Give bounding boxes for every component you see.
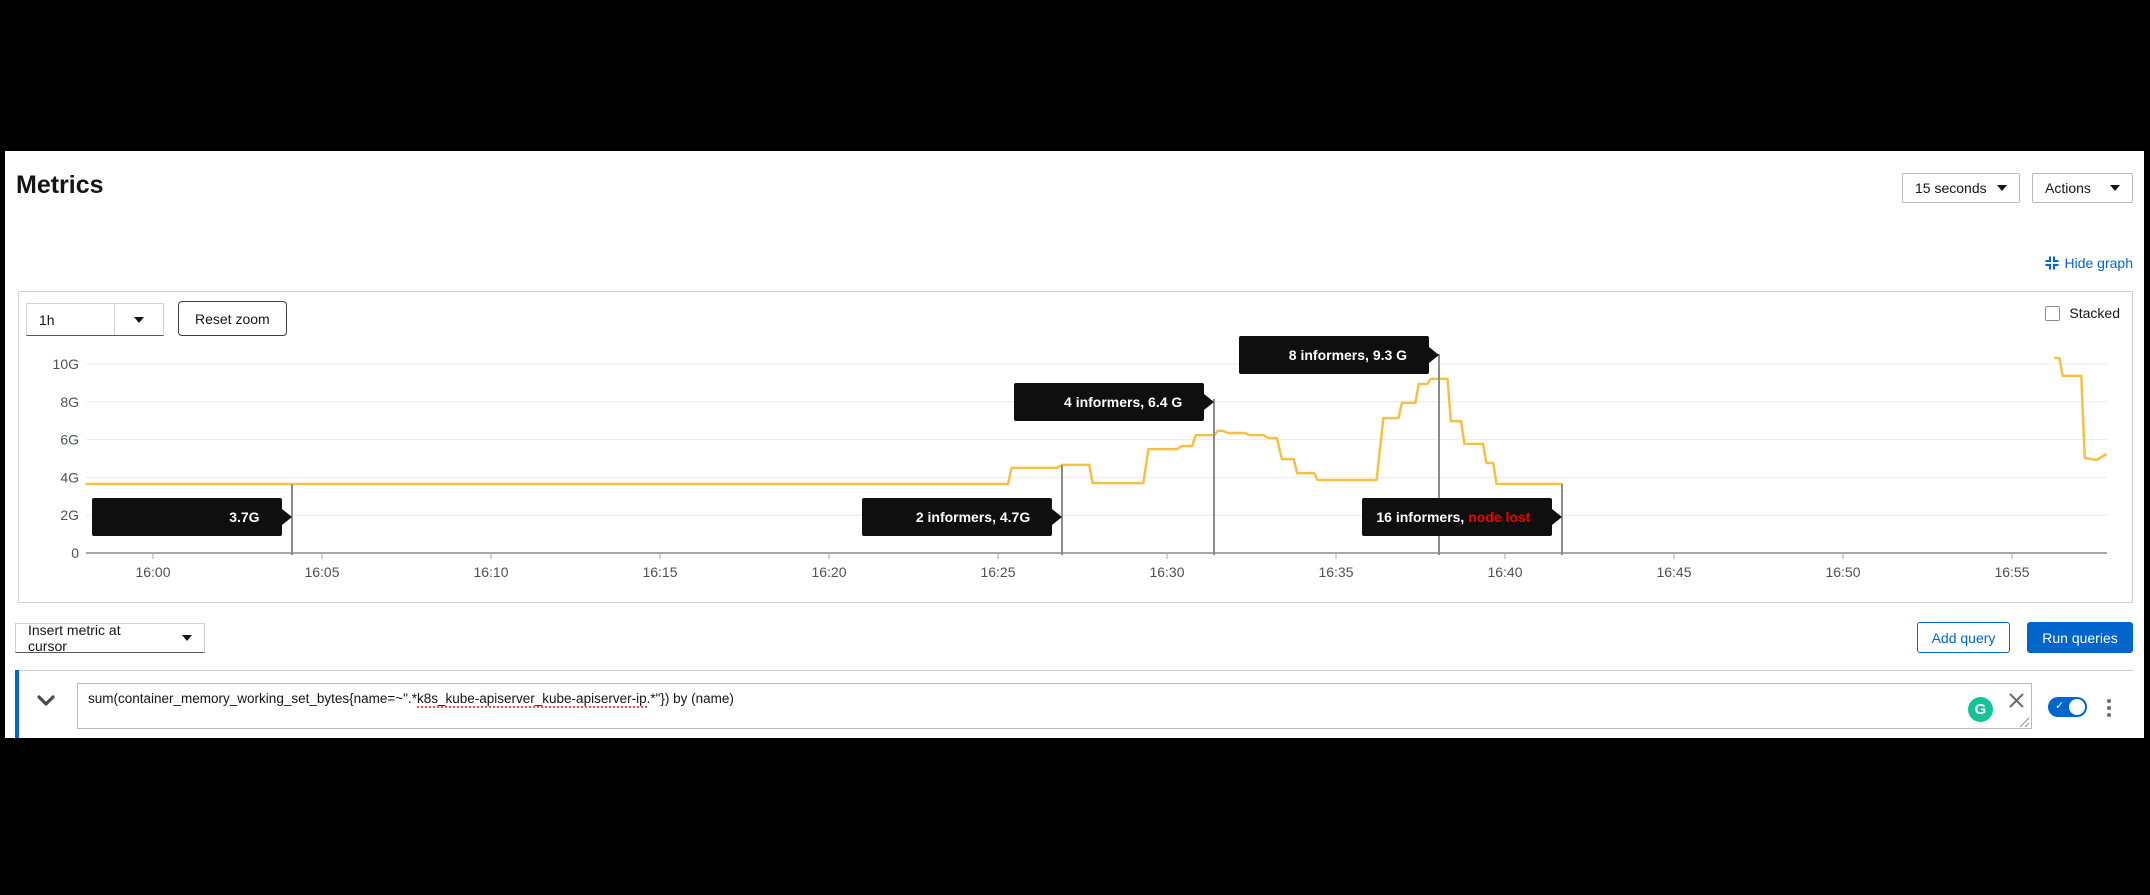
chevron-down-icon — [182, 635, 192, 641]
annotation-marker-line — [1061, 464, 1064, 555]
chart-annotation-tooltip: 8 informers, 9.3 G — [1239, 335, 1440, 374]
series-line — [85, 377, 1563, 486]
grammarly-icon[interactable]: G — [1968, 697, 1993, 722]
metrics-page: Metrics 15 seconds Actions Hide graph 1h — [5, 151, 2144, 738]
chevron-down-icon — [134, 316, 144, 323]
chevron-down-icon — [1997, 185, 2007, 191]
x-axis-tick-label: 16:35 — [1318, 564, 1353, 580]
y-axis-tick-label: 4G — [60, 469, 79, 485]
y-axis-tick-label: 0 — [71, 545, 79, 561]
chart-annotation-tooltip: 3.7G — [91, 498, 292, 537]
x-axis-tick-label: 16:55 — [1994, 564, 2029, 580]
chart-annotation-tooltip: 2 informers, 4.7G — [862, 498, 1063, 537]
textarea-resize-handle[interactable] — [2018, 716, 2030, 728]
query-expand-toggle[interactable] — [33, 688, 59, 712]
metrics-line-chart: 0 2G 4G 6G 8G 10G 16:00 16:05 16:10 16:15 16:20 16:… — [53, 356, 2108, 580]
x-axis-tick-label: 16:40 — [1487, 564, 1522, 580]
y-axis-tick-label: 10G — [53, 356, 79, 372]
annotation-marker-line — [1438, 353, 1441, 555]
y-axis-tick-label: 2G — [60, 507, 79, 523]
actions-dropdown[interactable]: Actions — [2032, 173, 2133, 203]
x-axis-tick-label: 16:00 — [135, 564, 170, 580]
chevron-down-icon — [2110, 185, 2120, 191]
query-card-accent-bar — [15, 670, 19, 738]
refresh-interval-dropdown[interactable]: 15 seconds — [1902, 173, 2020, 203]
refresh-interval-value: 15 seconds — [1915, 180, 1987, 196]
compress-icon — [2045, 256, 2058, 270]
query-enabled-toggle[interactable]: ✓ — [2048, 697, 2087, 717]
reset-zoom-button[interactable]: Reset zoom — [178, 301, 287, 336]
add-query-button[interactable]: Add query — [1917, 622, 2010, 653]
x-axis-tick-label: 16:45 — [1656, 564, 1691, 580]
close-icon[interactable] — [2008, 692, 2025, 709]
x-axis-tick-label: 16:15 — [642, 564, 677, 580]
query-expression-input[interactable]: sum(container_memory_working_set_bytes{n… — [77, 683, 2032, 729]
query-text-flagged: k8s_kube-apiserver_kube-apiserver-ip — [416, 691, 647, 708]
annotation-marker-line — [1561, 484, 1564, 555]
actions-label: Actions — [2045, 180, 2091, 196]
timespan-value: 1h — [39, 311, 55, 328]
query-actions: Add query Run queries — [1917, 622, 2133, 653]
chart-annotation-tooltip: 16 informers, node lost — [1362, 498, 1563, 537]
x-axis-tick-label: 16:50 — [1825, 564, 1860, 580]
x-axis-tick-label: 16:20 — [811, 564, 846, 580]
stacked-label: Stacked — [2069, 305, 2120, 321]
hide-graph-link[interactable]: Hide graph — [2045, 255, 2134, 271]
kebab-menu[interactable] — [2102, 697, 2116, 719]
series-line — [2054, 356, 2108, 462]
insert-metric-label: Insert metric at cursor — [28, 622, 121, 654]
run-queries-button[interactable]: Run queries — [2027, 622, 2133, 653]
timespan-select[interactable]: 1h — [26, 303, 164, 336]
x-axis-tick-label: 16:05 — [304, 564, 339, 580]
annotation-marker-line — [290, 484, 293, 555]
x-axis-tick-label: 16:25 — [980, 564, 1015, 580]
y-axis-tick-label: 8G — [60, 394, 79, 410]
query-text-post: .*"}) by (name) — [646, 691, 734, 706]
chart-annotation-tooltip: 4 informers, 6.4 G — [1014, 382, 1215, 421]
query-card-divider — [15, 670, 2133, 671]
y-axis-tick-label: 6G — [60, 432, 79, 448]
insert-metric-dropdown[interactable]: Insert metric at cursor — [15, 622, 205, 654]
hide-graph-label: Hide graph — [2064, 255, 2134, 271]
page-title: Metrics — [16, 171, 104, 199]
chart-panel: 1h Reset zoom Stacked 0 2G 4G 6G 8G 10G 16:00 1… — [18, 291, 2133, 603]
stacked-checkbox[interactable] — [2045, 305, 2061, 321]
x-axis-tick-label: 16:10 — [473, 564, 508, 580]
x-axis-tick-label: 16:30 — [1149, 564, 1184, 580]
annotation-marker-line — [1213, 398, 1216, 555]
chevron-down-icon — [37, 694, 55, 706]
check-icon: ✓ — [2055, 700, 2065, 712]
stacked-control: Stacked — [2045, 305, 2120, 321]
query-text-pre: sum(container_memory_working_set_bytes{n… — [88, 691, 417, 706]
